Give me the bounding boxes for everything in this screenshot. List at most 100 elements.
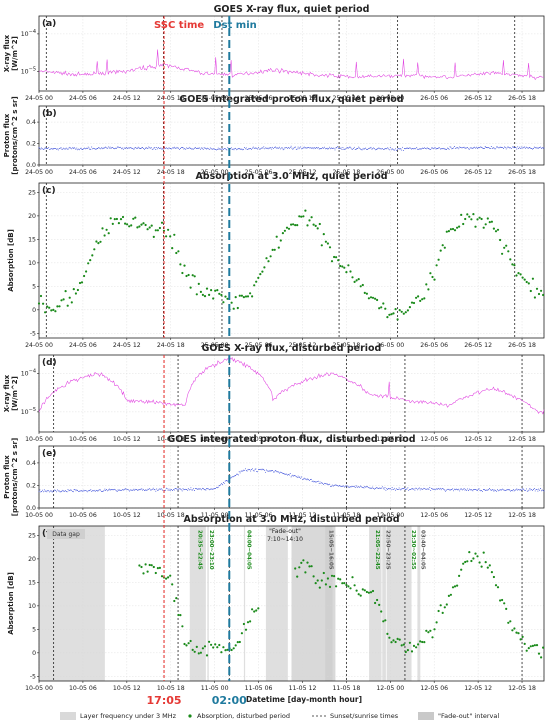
absorption-point xyxy=(400,644,403,647)
absorption-point xyxy=(480,217,483,221)
absorption-point xyxy=(369,296,373,299)
proton-point xyxy=(344,486,346,488)
proton-point xyxy=(210,148,212,150)
absorption-point xyxy=(283,229,286,232)
proton-point xyxy=(431,147,433,149)
proton-point xyxy=(384,147,386,149)
proton-point xyxy=(503,148,505,149)
proton-point xyxy=(462,488,464,490)
absorption-point xyxy=(511,629,514,632)
absorption-point xyxy=(298,215,301,218)
proton-point xyxy=(270,147,272,148)
proton-point xyxy=(499,488,501,490)
y-tick-label: 25 xyxy=(28,189,36,196)
absorption-point xyxy=(167,576,170,579)
proton-point xyxy=(194,147,195,149)
proton-point xyxy=(440,148,442,150)
absorption-point xyxy=(337,259,340,262)
absorption-point xyxy=(85,270,88,273)
proton-point xyxy=(363,148,365,150)
proton-point xyxy=(483,148,485,149)
proton-point xyxy=(368,147,370,149)
absorption-point xyxy=(298,566,301,569)
proton-point xyxy=(484,489,486,491)
proton-point xyxy=(114,488,115,490)
x-tick-label: 26-05 12 xyxy=(464,342,492,349)
x-tick-label: 25-05 18 xyxy=(332,342,360,349)
proton-point xyxy=(485,489,487,491)
absorption-point xyxy=(144,223,147,227)
absorption-point xyxy=(160,221,164,224)
proton-point xyxy=(300,146,302,148)
proton-point xyxy=(159,489,161,491)
proton-point xyxy=(210,488,212,490)
proton-point xyxy=(268,470,270,472)
x-tick-label: 24-05 18 xyxy=(157,342,185,349)
absorption-point xyxy=(445,230,448,233)
shaded-interval xyxy=(207,526,209,681)
proton-point xyxy=(178,147,180,149)
absorption-point xyxy=(101,227,104,230)
proton-point xyxy=(439,147,440,149)
proton-point xyxy=(135,488,137,490)
proton-point xyxy=(426,488,428,490)
proton-point xyxy=(438,147,440,149)
proton-point xyxy=(111,488,113,490)
proton-point xyxy=(100,147,102,149)
proton-point xyxy=(374,488,376,489)
proton-point xyxy=(232,148,234,150)
proton-point xyxy=(65,491,67,492)
dst-label: Dst min xyxy=(213,20,256,31)
absorption-point xyxy=(361,588,364,591)
proton-point xyxy=(48,490,50,492)
proton-point xyxy=(356,486,358,488)
proton-point xyxy=(137,146,139,148)
absorption-point xyxy=(189,286,192,289)
x-tick-label: 10-05 18 xyxy=(157,512,185,519)
absorption-point xyxy=(179,263,182,266)
proton-point xyxy=(77,149,79,151)
proton-point xyxy=(470,147,472,149)
proton-point xyxy=(352,485,354,487)
absorption-point xyxy=(138,564,141,567)
proton-point xyxy=(461,147,463,149)
proton-point xyxy=(357,148,359,149)
absorption-point xyxy=(91,254,94,257)
proton-point xyxy=(423,148,425,150)
proton-point xyxy=(78,149,80,151)
proton-point xyxy=(103,489,105,491)
proton-point xyxy=(310,147,312,149)
proton-point xyxy=(55,490,57,491)
proton-point xyxy=(456,489,458,491)
absorption-point xyxy=(496,586,500,589)
proton-point xyxy=(227,147,229,149)
absorption-point xyxy=(388,636,391,639)
proton-point xyxy=(107,146,109,148)
proton-point xyxy=(417,148,419,150)
absorption-point xyxy=(183,264,186,267)
x-tick-label: 12-05 12 xyxy=(464,512,492,519)
panel-4: GOES X-ray flux, disturbed period10−410−… xyxy=(3,343,545,443)
proton-point xyxy=(249,469,251,470)
absorption-point xyxy=(478,561,481,564)
absorption-point xyxy=(515,274,518,277)
proton-point xyxy=(282,149,284,151)
proton-point xyxy=(60,491,62,493)
absorption-point xyxy=(165,577,168,580)
absorption-point xyxy=(318,222,321,226)
proton-point xyxy=(202,488,204,489)
proton-point xyxy=(377,148,379,150)
interval-label: 15:05~16:05 xyxy=(327,530,333,570)
fade-out-interval xyxy=(291,526,336,681)
absorption-point xyxy=(533,644,537,647)
proton-point xyxy=(518,146,520,148)
x-tick-label: 26-05 12 xyxy=(464,169,492,176)
proton-point xyxy=(123,489,125,491)
absorption-point xyxy=(339,264,342,268)
proton-point xyxy=(476,148,478,149)
proton-point xyxy=(54,489,56,491)
proton-point xyxy=(179,488,181,490)
proton-point xyxy=(309,479,310,481)
absorption-point xyxy=(144,563,147,566)
proton-point xyxy=(449,489,451,491)
